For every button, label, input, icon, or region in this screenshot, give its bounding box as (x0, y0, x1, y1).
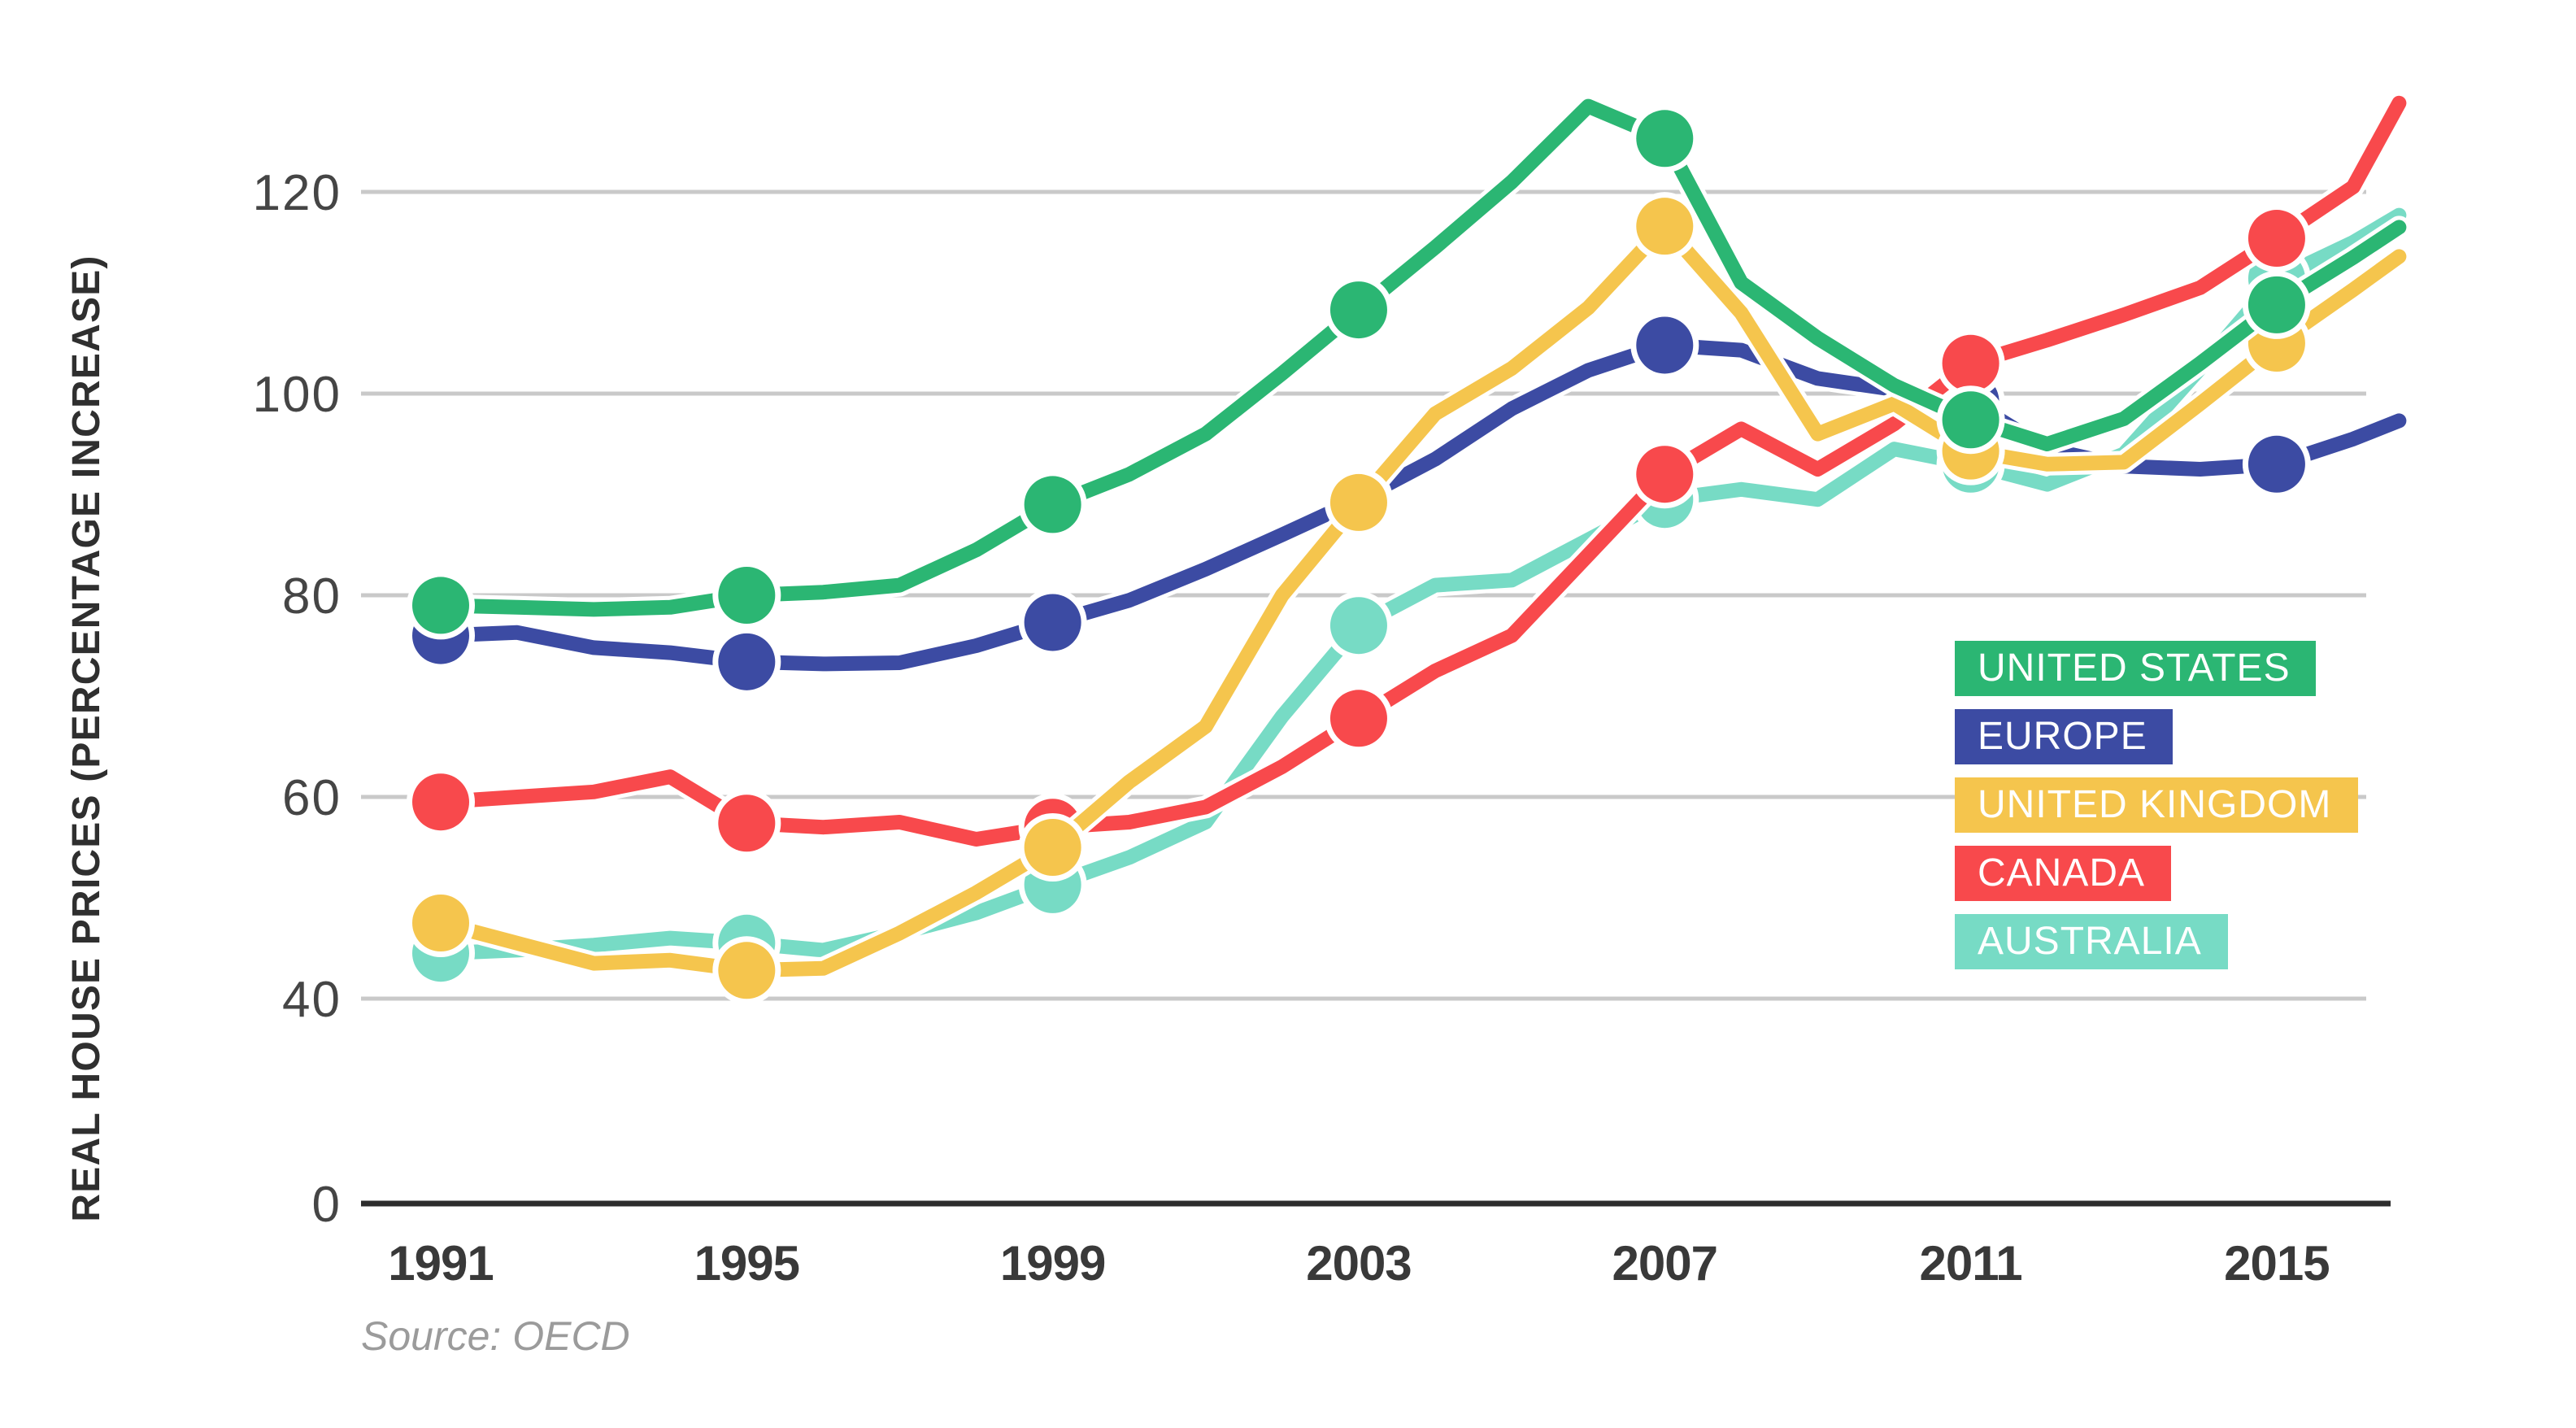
marker-europe-2007 (1636, 316, 1694, 374)
y-axis-tick-labels: 0 40 60 80 100 120 (253, 165, 342, 1233)
legend-swatch-united-states (1955, 641, 2316, 696)
line-united-states (433, 98, 2407, 617)
y-tick-label-40: 40 (282, 972, 342, 1028)
legend-label-canada: CANADA (1978, 851, 2145, 895)
marker-united-kingdom-2003 (1329, 473, 1387, 531)
y-axis-title: REAL HOUSE PRICES (PERCENTAGE INCREASE) (65, 255, 108, 1221)
legend-item-canada: CANADA (1955, 846, 2171, 901)
marker-united-kingdom-1999 (1024, 819, 1081, 876)
legend-swatch-canada (1955, 846, 2171, 901)
legend-swatch-europe (1955, 709, 2173, 764)
x-tick-label-1991: 1991 (388, 1236, 493, 1291)
marker-united-states-2003 (1329, 281, 1387, 339)
legend-item-australia: AUSTRALIA (1955, 914, 2228, 969)
y-tick-label-0: 0 (312, 1177, 342, 1233)
data-series (407, 91, 2411, 1005)
legend-item-united-states: UNITED STATES (1955, 641, 2316, 696)
marker-australia-2003 (1329, 597, 1387, 655)
marker-europe-2015 (2247, 435, 2305, 493)
marker-canada-2007 (1636, 446, 1694, 503)
marker-united-states-1991 (412, 577, 469, 634)
x-tick-label-1995: 1995 (694, 1236, 799, 1291)
marker-united-kingdom-1991 (412, 895, 469, 951)
marker-canada-1995 (718, 795, 776, 852)
x-tick-label-1999: 1999 (1000, 1236, 1105, 1291)
y-tick-label-120: 120 (253, 165, 342, 221)
legend-label-australia: AUSTRALIA (1978, 920, 2202, 963)
x-axis-tick-labels: 1991 1995 1999 2003 2007 2011 2015 (388, 1236, 2330, 1291)
marker-canada-2011 (1942, 334, 1999, 392)
x-tick-label-2011: 2011 (1920, 1236, 2022, 1291)
y-tick-label-80: 80 (282, 568, 342, 625)
x-tick-label-2015: 2015 (2224, 1236, 2329, 1291)
marker-united-states-1999 (1024, 476, 1081, 533)
x-tick-label-2003: 2003 (1306, 1236, 1411, 1291)
legend-label-united-states: UNITED STATES (1978, 647, 2291, 690)
y-tick-label-100: 100 (253, 367, 342, 423)
marker-united-kingdom-2007 (1636, 198, 1694, 255)
legend-item-united-kingdom: UNITED KINGDOM (1955, 777, 2358, 833)
marker-canada-2003 (1329, 690, 1387, 747)
marker-united-kingdom-1995 (718, 942, 776, 999)
x-tick-label-2007: 2007 (1612, 1236, 1717, 1291)
legend-item-europe: EUROPE (1955, 709, 2173, 764)
marker-canada-1991 (412, 773, 469, 831)
source-note: Source: OECD (361, 1313, 630, 1359)
legend-label-united-kingdom: UNITED KINGDOM (1978, 783, 2331, 826)
y-tick-label-60: 60 (282, 770, 342, 826)
marker-europe-1995 (718, 633, 776, 690)
marker-canada-2015 (2247, 210, 2305, 268)
legend: UNITED STATES EUROPE UNITED KINGDOM CANADA A… (1955, 641, 2358, 969)
marker-united-states-1995 (718, 567, 776, 624)
legend-swatch-australia (1955, 914, 2228, 969)
marker-united-states-2007 (1636, 110, 1694, 168)
marker-united-states-2015 (2247, 276, 2305, 333)
marker-united-states-2011 (1942, 391, 1999, 449)
marker-europe-1999 (1024, 594, 1081, 651)
legend-label-europe: EUROPE (1978, 715, 2147, 758)
legend-swatch-united-kingdom (1955, 777, 2358, 833)
line-casing-united-states (429, 94, 2411, 621)
